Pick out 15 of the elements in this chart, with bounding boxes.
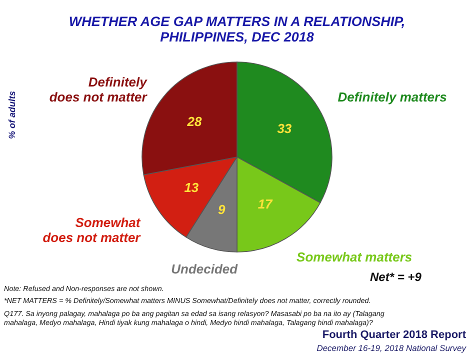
data-label: 33 — [277, 120, 292, 136]
slice-label: Somewhat does not matter — [42, 214, 142, 245]
data-label: 17 — [258, 196, 274, 212]
data-label: 13 — [184, 180, 200, 195]
slice-label: Definitely does not matter — [49, 74, 148, 104]
text: December 16-19, 2018 National Survey — [316, 343, 467, 353]
chart-title: WHETHER AGE GAP MATTERS IN A RELATIONSHIP, PHILIPPINES, DEC 2018 — [68, 14, 406, 44]
data-label: 28 — [186, 114, 203, 129]
slice-label: Undecided — [171, 261, 239, 276]
text: Net* = +9 — [370, 270, 422, 284]
slice-label: Somewhat matters — [296, 250, 412, 265]
data-label: 9 — [218, 202, 226, 217]
slice-label: Definitely matters — [338, 89, 447, 104]
text: % of adults — [7, 90, 17, 140]
text: Fourth Quarter 2018 Report — [322, 329, 466, 341]
